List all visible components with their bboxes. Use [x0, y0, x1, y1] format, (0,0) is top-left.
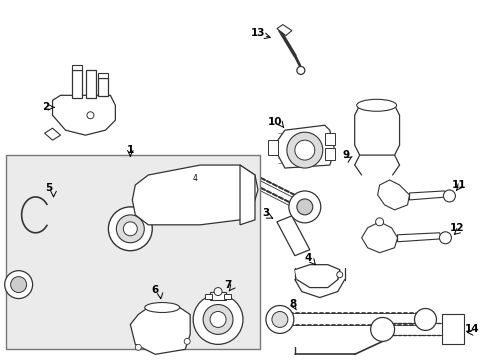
- Text: 7: 7: [224, 280, 232, 289]
- Polygon shape: [132, 165, 258, 225]
- Bar: [98, 78, 108, 96]
- Polygon shape: [98, 73, 108, 78]
- Text: 8: 8: [289, 298, 296, 309]
- Circle shape: [297, 199, 313, 215]
- Circle shape: [287, 132, 323, 168]
- Text: 4: 4: [193, 174, 197, 183]
- Polygon shape: [397, 233, 442, 242]
- Circle shape: [272, 311, 288, 328]
- Circle shape: [184, 338, 190, 345]
- Bar: [6, 155, 260, 349]
- Circle shape: [203, 305, 233, 334]
- Text: 11: 11: [452, 180, 466, 190]
- Polygon shape: [362, 222, 397, 253]
- Circle shape: [5, 271, 33, 298]
- Circle shape: [337, 272, 343, 278]
- Text: 13: 13: [251, 28, 265, 37]
- Polygon shape: [295, 265, 340, 288]
- Circle shape: [440, 232, 451, 244]
- Circle shape: [214, 288, 222, 296]
- Bar: [325, 133, 335, 145]
- Text: 12: 12: [450, 223, 465, 233]
- Circle shape: [116, 215, 144, 243]
- Circle shape: [210, 311, 226, 328]
- Polygon shape: [355, 105, 399, 155]
- Ellipse shape: [145, 302, 180, 312]
- Text: 14: 14: [465, 324, 480, 334]
- Circle shape: [11, 276, 26, 293]
- Polygon shape: [378, 180, 410, 210]
- Bar: [205, 293, 212, 298]
- Polygon shape: [130, 305, 190, 354]
- Circle shape: [193, 294, 243, 345]
- Text: 1: 1: [127, 145, 134, 155]
- Circle shape: [297, 67, 305, 75]
- Text: 10: 10: [268, 117, 282, 127]
- Polygon shape: [240, 165, 255, 225]
- Polygon shape: [45, 128, 61, 140]
- Circle shape: [415, 309, 437, 330]
- Bar: [224, 293, 231, 298]
- Text: 9: 9: [342, 150, 349, 160]
- Text: 5: 5: [45, 183, 52, 193]
- Polygon shape: [410, 191, 447, 200]
- Bar: [268, 140, 278, 155]
- Bar: [73, 71, 82, 98]
- Bar: [210, 292, 226, 300]
- Polygon shape: [278, 125, 335, 168]
- Circle shape: [135, 345, 141, 350]
- Polygon shape: [73, 66, 82, 71]
- Circle shape: [123, 222, 137, 236]
- Bar: [86, 71, 97, 98]
- Bar: [325, 148, 335, 160]
- Bar: [442, 315, 465, 345]
- Circle shape: [295, 140, 315, 160]
- Polygon shape: [52, 95, 115, 135]
- Text: 6: 6: [151, 284, 159, 294]
- Polygon shape: [277, 216, 310, 256]
- Circle shape: [266, 306, 294, 333]
- Circle shape: [370, 318, 394, 341]
- Text: 3: 3: [262, 208, 270, 218]
- Polygon shape: [277, 24, 292, 36]
- Circle shape: [289, 191, 321, 223]
- Text: 4: 4: [304, 253, 312, 263]
- Circle shape: [443, 190, 455, 202]
- Circle shape: [376, 218, 384, 226]
- Text: 2: 2: [42, 102, 49, 112]
- Circle shape: [87, 112, 94, 119]
- Ellipse shape: [357, 99, 396, 111]
- Circle shape: [108, 207, 152, 251]
